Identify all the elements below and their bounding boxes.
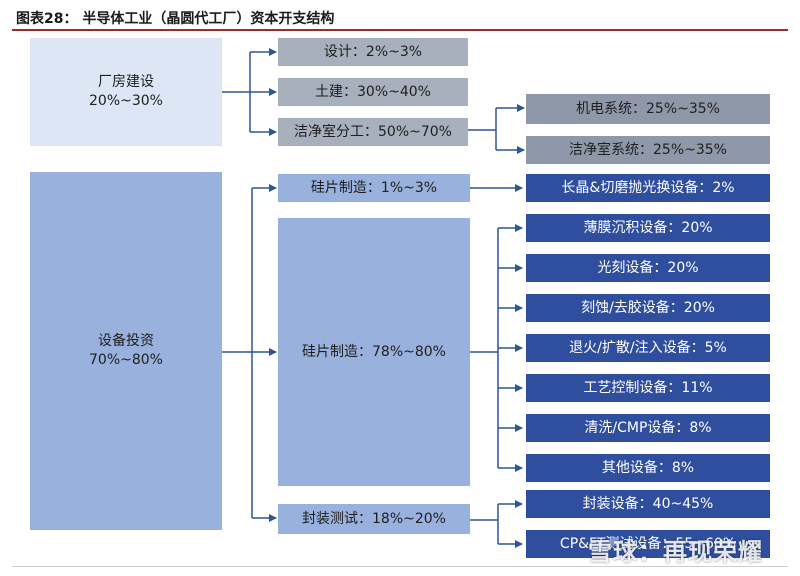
bottom-divider [12,566,788,567]
node-equipment-investment-range: 70%~80% [89,352,163,368]
watermark: 雪球：再现荣耀 [588,538,763,566]
title-divider [12,29,788,31]
node-cleanroom-division: 洁净室分工：50%~70% [278,118,468,146]
node-anneal-equipment: 退火/扩散/注入设备：5% [526,334,770,362]
node-lithography-equipment: 光刻设备：20% [526,254,770,282]
node-packaging-equipment: 封装设备：40~45% [526,490,770,518]
node-equipment-investment: 设备投资 70%~80% [30,172,222,530]
node-plant-construction: 厂房建设 20%~30% [30,38,222,146]
node-packaging-test: 封装测试：18%~20% [278,504,470,534]
node-process-control-equipment: 工艺控制设备：11% [526,374,770,402]
node-test-equipment: CP&FT测试设备：55~60% [526,530,770,558]
node-plant-construction-label: 厂房建设 [98,74,154,91]
node-thin-film-equipment: 薄膜沉积设备：20% [526,214,770,242]
node-wafer-fab: 硅片制造：78%~80% [278,218,470,486]
node-mep-system: 机电系统：25%~35% [526,94,770,124]
node-design: 设计：2%~3% [278,38,468,66]
node-plant-construction-range: 20%~30% [89,93,163,109]
figure-title: 图表28： 半导体工业（晶圆代工厂）资本开支结构 [16,11,335,27]
node-civil-works: 土建：30%~40% [278,78,468,106]
node-equipment-investment-label: 设备投资 [98,333,154,350]
node-crystal-growth-equipment: 长晶&切磨抛光换设备：2% [526,174,770,202]
node-cleanroom-system: 洁净室系统：25%~35% [526,136,770,164]
node-wafer-prep: 硅片制造：1%~3% [278,174,470,202]
node-other-equipment: 其他设备：8% [526,454,770,482]
node-cleaning-cmp-equipment: 清洗/CMP设备：8% [526,414,770,442]
node-etch-equipment: 刻蚀/去胶设备：20% [526,294,770,322]
